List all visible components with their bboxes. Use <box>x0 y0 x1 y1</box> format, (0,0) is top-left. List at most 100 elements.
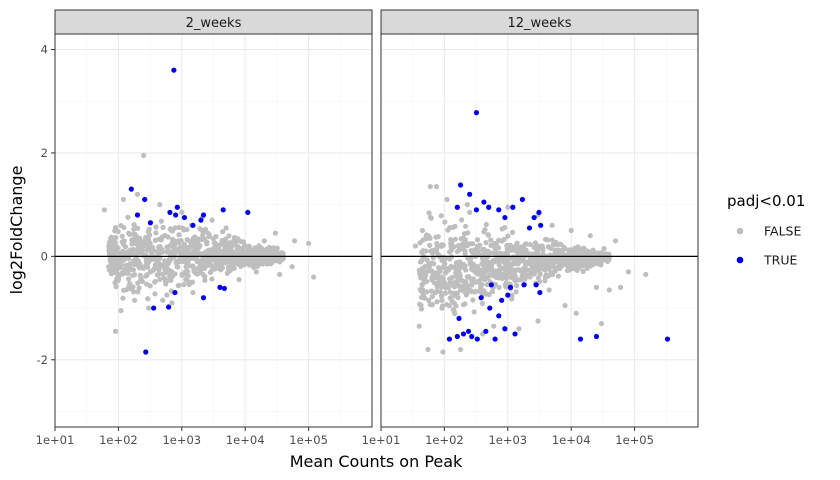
point-false <box>256 243 262 249</box>
point-false <box>477 285 484 291</box>
point-false <box>485 232 491 238</box>
point-false <box>311 274 317 280</box>
point-false <box>544 237 551 243</box>
point-false <box>579 263 585 269</box>
point-false <box>452 310 458 317</box>
point-true <box>147 220 154 226</box>
point-false <box>141 152 147 159</box>
point-false <box>155 271 161 277</box>
point-false <box>230 262 237 268</box>
point-false <box>459 217 465 223</box>
point-false <box>518 245 524 251</box>
point-false <box>474 247 480 253</box>
point-false <box>181 281 187 288</box>
point-true <box>143 349 149 355</box>
point-false <box>459 241 466 247</box>
point-false <box>197 243 203 249</box>
point-false <box>115 245 121 251</box>
point-false <box>126 230 132 236</box>
point-false <box>194 236 200 243</box>
point-false <box>625 269 632 275</box>
point-false <box>192 245 198 251</box>
point-false <box>440 349 446 355</box>
point-false <box>145 296 151 302</box>
point-false <box>462 237 468 243</box>
point-false <box>555 273 561 279</box>
point-false <box>250 247 256 253</box>
point-false <box>580 252 586 259</box>
point-false <box>156 244 162 250</box>
point-false <box>245 246 251 253</box>
point-false <box>463 292 469 298</box>
point-false <box>172 242 178 248</box>
point-false <box>155 256 161 262</box>
point-false <box>483 239 489 246</box>
point-false <box>527 241 533 248</box>
point-true <box>469 333 475 340</box>
point-false <box>212 247 219 253</box>
point-false <box>130 284 136 290</box>
point-false <box>183 264 189 270</box>
point-true <box>474 336 480 342</box>
x-axis-title: Mean Counts on Peak <box>290 452 463 471</box>
point-false <box>176 282 182 288</box>
point-false <box>423 278 430 285</box>
point-false <box>428 288 434 294</box>
point-false <box>135 225 141 231</box>
point-false <box>253 269 259 275</box>
point-false <box>218 240 224 247</box>
point-false <box>212 251 219 257</box>
point-false <box>116 273 122 280</box>
point-false <box>472 289 478 295</box>
point-false <box>160 224 166 231</box>
point-false <box>522 261 529 267</box>
panel-12-weeks-points <box>412 110 671 355</box>
point-true <box>537 289 543 296</box>
point-false <box>146 226 152 232</box>
point-false <box>158 218 164 224</box>
point-false <box>163 281 169 287</box>
point-true <box>478 295 484 301</box>
point-true <box>664 336 671 342</box>
point-false <box>106 243 112 249</box>
point-false <box>107 251 113 257</box>
point-false <box>601 245 607 252</box>
point-false <box>427 301 433 308</box>
point-true <box>483 328 489 334</box>
point-true <box>200 295 207 301</box>
point-false <box>535 268 541 274</box>
point-false <box>448 263 454 270</box>
point-false <box>437 266 443 272</box>
legend: padj<0.01 FALSE TRUE <box>727 192 805 268</box>
point-false <box>580 268 586 274</box>
x-axis-12-weeks: 1e+01 1e+02 1e+03 1e+04 1e+05 <box>362 427 654 447</box>
x-tick-label: 1e+04 <box>552 433 591 447</box>
point-false <box>157 276 163 283</box>
point-false <box>492 281 499 288</box>
point-false <box>546 287 552 293</box>
point-false <box>434 299 440 305</box>
point-false <box>261 238 267 244</box>
point-false <box>222 260 228 266</box>
point-false <box>576 259 582 265</box>
point-false <box>184 226 190 233</box>
point-true <box>181 214 188 221</box>
point-false <box>515 250 521 256</box>
point-false <box>123 262 129 269</box>
point-false <box>117 261 123 267</box>
point-false <box>467 259 473 265</box>
point-false <box>460 301 467 308</box>
point-false <box>442 290 448 296</box>
point-false <box>422 274 428 280</box>
point-false <box>424 235 431 241</box>
point-false <box>169 300 175 306</box>
point-false <box>457 259 463 265</box>
point-false <box>496 284 502 291</box>
point-false <box>146 305 152 311</box>
point-true <box>190 222 196 228</box>
point-false <box>460 278 466 284</box>
point-false <box>490 258 496 264</box>
point-true <box>487 305 493 311</box>
point-true <box>536 209 542 216</box>
point-false <box>439 297 445 303</box>
